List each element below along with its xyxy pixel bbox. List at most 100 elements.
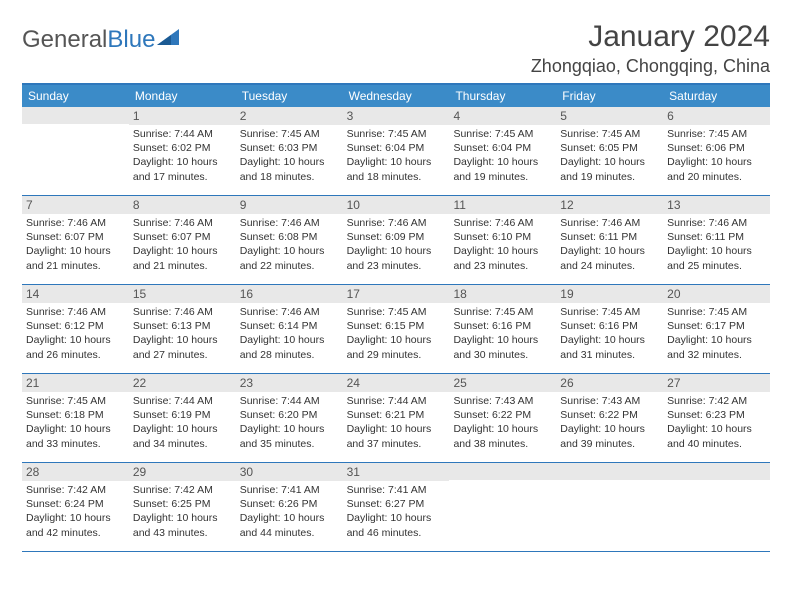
sunrise-text: Sunrise: 7:46 AM [26,216,125,230]
sunset-text: Sunset: 6:19 PM [133,408,232,422]
day-cell [663,463,770,551]
day-number: 3 [343,107,450,125]
day-number: 6 [663,107,770,125]
sunrise-text: Sunrise: 7:45 AM [453,305,552,319]
day-cell: 25Sunrise: 7:43 AMSunset: 6:22 PMDayligh… [449,374,556,462]
day-number: 28 [22,463,129,481]
day-number: 19 [556,285,663,303]
sunset-text: Sunset: 6:26 PM [240,497,339,511]
daylight-text: Daylight: 10 hours and 33 minutes. [26,422,125,450]
day-content: Sunrise: 7:43 AMSunset: 6:22 PMDaylight:… [449,392,556,455]
day-cell: 24Sunrise: 7:44 AMSunset: 6:21 PMDayligh… [343,374,450,462]
day-number: 9 [236,196,343,214]
sunrise-text: Sunrise: 7:42 AM [133,483,232,497]
day-cell [449,463,556,551]
sunset-text: Sunset: 6:14 PM [240,319,339,333]
daylight-text: Daylight: 10 hours and 35 minutes. [240,422,339,450]
day-header: Friday [556,85,663,107]
day-cell: 3Sunrise: 7:45 AMSunset: 6:04 PMDaylight… [343,107,450,195]
daylight-text: Daylight: 10 hours and 22 minutes. [240,244,339,272]
calendar-grid: SundayMondayTuesdayWednesdayThursdayFrid… [22,83,770,552]
sunset-text: Sunset: 6:04 PM [453,141,552,155]
sunset-text: Sunset: 6:08 PM [240,230,339,244]
day-number: 18 [449,285,556,303]
sunset-text: Sunset: 6:11 PM [667,230,766,244]
day-number: 15 [129,285,236,303]
day-content: Sunrise: 7:45 AMSunset: 6:04 PMDaylight:… [343,125,450,188]
sunrise-text: Sunrise: 7:43 AM [453,394,552,408]
day-number: 14 [22,285,129,303]
location-label: Zhongqiao, Chongqing, China [531,56,770,77]
day-header: Monday [129,85,236,107]
day-cell: 13Sunrise: 7:46 AMSunset: 6:11 PMDayligh… [663,196,770,284]
day-cell: 11Sunrise: 7:46 AMSunset: 6:10 PMDayligh… [449,196,556,284]
daylight-text: Daylight: 10 hours and 21 minutes. [133,244,232,272]
day-content: Sunrise: 7:45 AMSunset: 6:05 PMDaylight:… [556,125,663,188]
sunset-text: Sunset: 6:18 PM [26,408,125,422]
sunset-text: Sunset: 6:16 PM [453,319,552,333]
day-content: Sunrise: 7:45 AMSunset: 6:18 PMDaylight:… [22,392,129,455]
day-header: Tuesday [236,85,343,107]
day-cell: 12Sunrise: 7:46 AMSunset: 6:11 PMDayligh… [556,196,663,284]
day-cell [22,107,129,195]
sunset-text: Sunset: 6:10 PM [453,230,552,244]
daylight-text: Daylight: 10 hours and 20 minutes. [667,155,766,183]
day-number: 27 [663,374,770,392]
day-cell: 5Sunrise: 7:45 AMSunset: 6:05 PMDaylight… [556,107,663,195]
daylight-text: Daylight: 10 hours and 27 minutes. [133,333,232,361]
day-content: Sunrise: 7:46 AMSunset: 6:13 PMDaylight:… [129,303,236,366]
logo-text-general: General [22,26,107,54]
day-cell: 1Sunrise: 7:44 AMSunset: 6:02 PMDaylight… [129,107,236,195]
daylight-text: Daylight: 10 hours and 17 minutes. [133,155,232,183]
sunset-text: Sunset: 6:25 PM [133,497,232,511]
day-number: 23 [236,374,343,392]
sunrise-text: Sunrise: 7:46 AM [667,216,766,230]
day-cell: 29Sunrise: 7:42 AMSunset: 6:25 PMDayligh… [129,463,236,551]
day-header: Thursday [449,85,556,107]
day-cell: 15Sunrise: 7:46 AMSunset: 6:13 PMDayligh… [129,285,236,373]
day-content: Sunrise: 7:45 AMSunset: 6:15 PMDaylight:… [343,303,450,366]
daylight-text: Daylight: 10 hours and 43 minutes. [133,511,232,539]
day-content: Sunrise: 7:44 AMSunset: 6:21 PMDaylight:… [343,392,450,455]
sunset-text: Sunset: 6:23 PM [667,408,766,422]
day-number: 7 [22,196,129,214]
day-content: Sunrise: 7:44 AMSunset: 6:02 PMDaylight:… [129,125,236,188]
sunset-text: Sunset: 6:11 PM [560,230,659,244]
sunset-text: Sunset: 6:02 PM [133,141,232,155]
day-cell: 16Sunrise: 7:46 AMSunset: 6:14 PMDayligh… [236,285,343,373]
day-content: Sunrise: 7:46 AMSunset: 6:11 PMDaylight:… [663,214,770,277]
day-cell: 4Sunrise: 7:45 AMSunset: 6:04 PMDaylight… [449,107,556,195]
sunset-text: Sunset: 6:09 PM [347,230,446,244]
sunrise-text: Sunrise: 7:41 AM [240,483,339,497]
day-content: Sunrise: 7:45 AMSunset: 6:06 PMDaylight:… [663,125,770,188]
sunrise-text: Sunrise: 7:46 AM [26,305,125,319]
sunrise-text: Sunrise: 7:45 AM [667,305,766,319]
day-number: 30 [236,463,343,481]
day-number: 4 [449,107,556,125]
day-number: 21 [22,374,129,392]
sunset-text: Sunset: 6:07 PM [26,230,125,244]
daylight-text: Daylight: 10 hours and 29 minutes. [347,333,446,361]
day-cell: 20Sunrise: 7:45 AMSunset: 6:17 PMDayligh… [663,285,770,373]
daylight-text: Daylight: 10 hours and 18 minutes. [240,155,339,183]
day-number: 25 [449,374,556,392]
day-content: Sunrise: 7:46 AMSunset: 6:12 PMDaylight:… [22,303,129,366]
daylight-text: Daylight: 10 hours and 21 minutes. [26,244,125,272]
daylight-text: Daylight: 10 hours and 32 minutes. [667,333,766,361]
daylight-text: Daylight: 10 hours and 28 minutes. [240,333,339,361]
sunset-text: Sunset: 6:07 PM [133,230,232,244]
day-number [663,463,770,480]
day-number: 1 [129,107,236,125]
daylight-text: Daylight: 10 hours and 40 minutes. [667,422,766,450]
sunrise-text: Sunrise: 7:46 AM [560,216,659,230]
day-header: Wednesday [343,85,450,107]
day-content: Sunrise: 7:46 AMSunset: 6:07 PMDaylight:… [22,214,129,277]
sunset-text: Sunset: 6:22 PM [560,408,659,422]
sunset-text: Sunset: 6:22 PM [453,408,552,422]
sunrise-text: Sunrise: 7:46 AM [347,216,446,230]
day-content: Sunrise: 7:42 AMSunset: 6:23 PMDaylight:… [663,392,770,455]
day-content: Sunrise: 7:46 AMSunset: 6:08 PMDaylight:… [236,214,343,277]
sunrise-text: Sunrise: 7:46 AM [453,216,552,230]
day-cell: 8Sunrise: 7:46 AMSunset: 6:07 PMDaylight… [129,196,236,284]
day-content: Sunrise: 7:42 AMSunset: 6:24 PMDaylight:… [22,481,129,544]
